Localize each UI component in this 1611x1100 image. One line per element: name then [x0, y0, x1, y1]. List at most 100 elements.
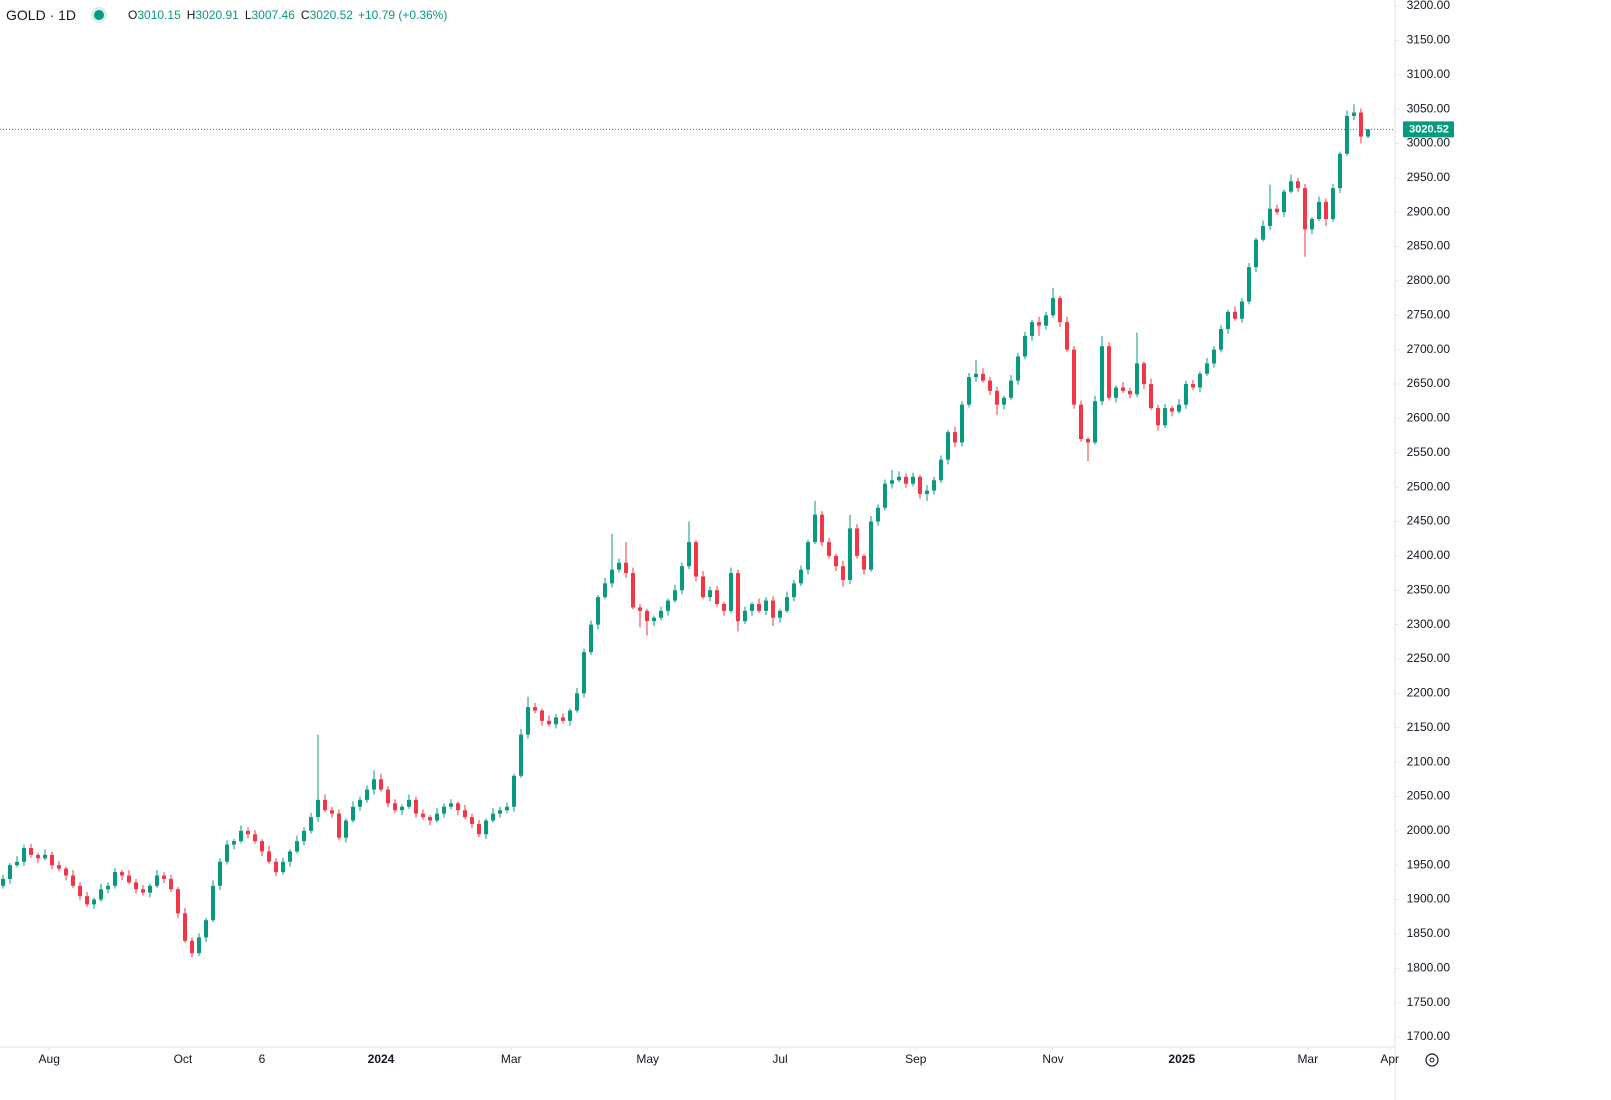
candle	[344, 818, 349, 843]
candle	[351, 801, 356, 823]
candle-body	[1337, 153, 1342, 189]
candle-body	[756, 603, 761, 611]
candle-body	[337, 813, 342, 838]
candle-body	[588, 624, 593, 653]
candle	[232, 839, 237, 850]
candle	[1071, 346, 1076, 409]
candle	[36, 852, 41, 864]
x-tick-label: Sep	[905, 1052, 927, 1066]
candle-body	[1281, 191, 1286, 213]
candle-body	[728, 573, 733, 611]
candle-body	[232, 841, 237, 845]
candle	[71, 870, 76, 888]
candle-body	[539, 710, 544, 721]
candle	[113, 867, 118, 889]
candle-body	[162, 875, 167, 879]
candle-body	[379, 779, 384, 790]
y-tick-label: 1800.00	[1407, 960, 1451, 974]
candle-body	[442, 806, 447, 814]
candle-body	[78, 885, 83, 897]
candle-body	[1050, 298, 1055, 316]
y-tick-label: 2700.00	[1407, 342, 1451, 356]
candle-body	[36, 854, 41, 859]
candle-body	[421, 813, 426, 818]
candle	[99, 883, 104, 902]
candle-body	[309, 817, 314, 831]
candle	[1008, 375, 1013, 400]
candle	[721, 601, 726, 616]
candle-body	[714, 590, 719, 604]
candle-body	[85, 896, 90, 905]
candle	[106, 882, 111, 894]
candle-body	[511, 775, 516, 807]
candle	[1316, 196, 1321, 222]
candle-body	[120, 872, 125, 876]
candle-body	[623, 562, 628, 574]
x-tick-label: Nov	[1042, 1052, 1063, 1066]
candle-body	[707, 590, 712, 598]
candle	[756, 598, 761, 613]
high-value: 3020.91	[195, 8, 239, 22]
settings-icon[interactable]	[1425, 1053, 1439, 1067]
y-tick-label: 3150.00	[1407, 33, 1451, 47]
candle-body	[749, 603, 754, 611]
candle-body	[1239, 301, 1244, 319]
candle-body	[1092, 401, 1097, 443]
candle-body	[693, 542, 698, 577]
candle	[966, 373, 971, 408]
candle	[658, 606, 663, 621]
candle	[546, 715, 551, 727]
candle	[428, 815, 433, 826]
candle-body	[1309, 219, 1314, 230]
legend-header: GOLD · 1D O 3010.15 H 3020.91 L 3007.46 C 30…	[6, 7, 447, 23]
candle	[1295, 177, 1300, 193]
candle-body	[1127, 390, 1132, 395]
y-tick-label: 2600.00	[1407, 411, 1451, 425]
candle-body	[1029, 322, 1034, 336]
candle	[407, 794, 412, 809]
candle-body	[148, 885, 153, 893]
y-tick-label: 2750.00	[1407, 307, 1451, 321]
candle-body	[644, 610, 649, 622]
candle	[1120, 381, 1125, 393]
candle-body	[281, 861, 286, 873]
low-value: 3007.46	[251, 8, 295, 22]
y-tick-label: 2400.00	[1407, 548, 1451, 562]
candle	[463, 804, 467, 820]
candle-body	[393, 803, 398, 811]
candle	[476, 819, 481, 838]
candle	[421, 809, 426, 820]
candle-body	[1, 878, 6, 886]
candle-body	[1169, 408, 1174, 412]
candle	[805, 540, 810, 575]
candle	[770, 596, 775, 626]
candle-body	[253, 834, 258, 842]
last-price-box	[1403, 121, 1454, 138]
candle-body	[246, 830, 251, 835]
candle	[1211, 346, 1216, 368]
candle-body	[1197, 373, 1202, 388]
candle	[253, 830, 258, 844]
candle-body	[784, 597, 789, 611]
candle	[602, 577, 607, 600]
candle	[162, 872, 167, 884]
candle	[57, 861, 62, 872]
candle-body	[966, 377, 971, 405]
candle	[190, 937, 195, 958]
candle-body	[260, 841, 265, 852]
candle-body	[1190, 384, 1195, 388]
candle-body	[980, 373, 985, 381]
candle	[889, 469, 894, 489]
candle-body	[763, 600, 768, 611]
x-tick-label: 6	[259, 1052, 266, 1066]
candle-body	[1344, 115, 1349, 154]
candle	[92, 897, 97, 910]
candle	[910, 472, 915, 487]
candle	[959, 401, 964, 447]
candle-body	[183, 913, 188, 941]
candle	[623, 542, 628, 578]
candle	[896, 471, 901, 483]
candle-body	[497, 810, 502, 814]
candle-body	[1225, 311, 1230, 330]
